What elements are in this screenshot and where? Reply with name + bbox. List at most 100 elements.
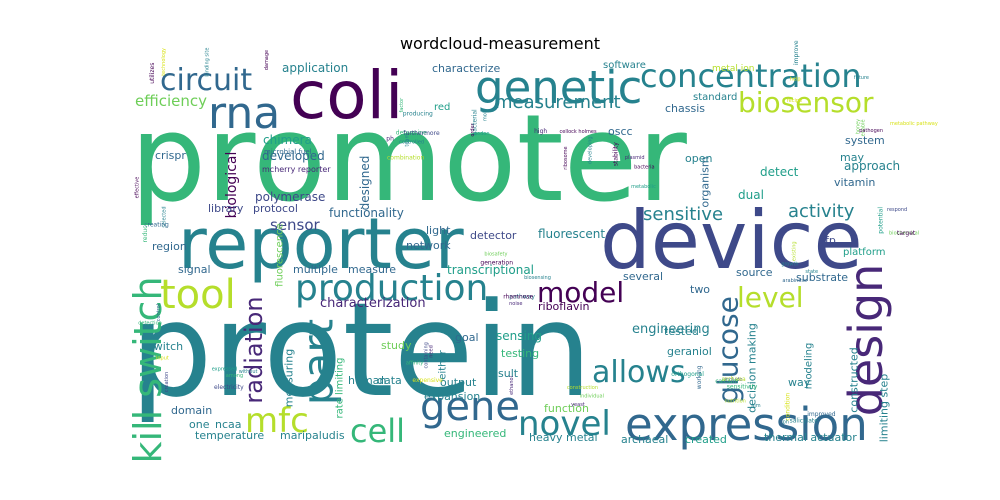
word-49: developed	[262, 149, 325, 163]
small-word-15: sensitivity	[727, 384, 758, 391]
small-word-23: ph	[386, 136, 394, 143]
word-0: promoter	[130, 90, 687, 229]
word-46: application	[282, 61, 348, 75]
word-54: switch	[148, 340, 183, 353]
small-word-56: nutrition	[725, 399, 746, 405]
word-88: several	[623, 270, 663, 283]
word-52: region	[152, 240, 187, 253]
word-60: platform	[843, 247, 886, 258]
small-word-10: selected	[161, 206, 167, 227]
small-word-72: expressed	[212, 366, 238, 372]
small-word-49: growth	[781, 262, 798, 268]
word-71: function	[544, 402, 589, 415]
word-69: output	[440, 376, 477, 389]
word-42: detect	[760, 165, 799, 179]
word-57: gfp	[818, 234, 836, 247]
word-81: one	[189, 418, 210, 431]
word-33: fluorescent	[538, 227, 605, 241]
word-82: data	[377, 374, 402, 387]
small-word-7: enable	[860, 119, 866, 136]
small-word-59: rhamnose	[503, 294, 533, 301]
small-word-30: effective	[134, 177, 140, 199]
word-56: human	[348, 374, 386, 387]
small-word-4: high	[534, 128, 547, 135]
small-word-75: orthogonal	[671, 371, 704, 378]
word-91: detector	[470, 229, 517, 242]
word-103: red	[434, 102, 450, 113]
small-word-12: without	[239, 369, 258, 375]
word-75: created	[685, 433, 727, 446]
word-10: production	[295, 268, 488, 309]
small-word-40: technology	[161, 48, 167, 76]
word-14: kill switch	[126, 276, 170, 463]
small-word-11: detection	[138, 320, 162, 326]
word-30: characterization	[320, 296, 426, 311]
small-word-18: generation	[480, 259, 513, 266]
word-67: way	[788, 376, 811, 389]
word-77: temperature	[195, 429, 264, 442]
small-word-14: construction	[567, 385, 598, 391]
word-106: microbial fuel	[264, 148, 312, 156]
word-87: two	[690, 283, 710, 296]
small-word-19: pathway	[509, 294, 535, 301]
small-word-27: honey	[855, 119, 861, 134]
word-19: mfc	[245, 401, 309, 441]
small-word-70: reduce	[142, 221, 149, 242]
word-39: designed	[358, 156, 372, 211]
small-word-47: pathogen	[859, 128, 883, 134]
word-68: result	[487, 367, 519, 380]
small-word-45: stability	[613, 142, 620, 166]
small-word-65: bacteria	[634, 164, 655, 170]
word-16: biosensor	[738, 86, 874, 119]
small-word-31: input	[156, 356, 169, 362]
small-word-51: creation	[164, 372, 170, 392]
word-11: tool	[160, 272, 236, 318]
small-word-26: improve	[793, 40, 800, 65]
small-word-54: yeast	[571, 402, 585, 408]
word-36: library	[208, 202, 244, 215]
word-104: metal ion	[712, 64, 754, 74]
word-9: design	[839, 264, 893, 417]
word-47: characterize	[432, 62, 501, 75]
chart-title: wordcloud-measurement	[399, 34, 601, 53]
word-5: expression	[625, 398, 868, 451]
word-99: vitamin	[834, 176, 875, 189]
small-word-66: help	[790, 76, 801, 82]
small-word-41: factor	[399, 97, 405, 113]
word-98: may	[840, 151, 864, 164]
small-word-5: metabolic	[631, 184, 656, 190]
small-word-46: recipe	[787, 98, 802, 104]
small-word-17: condition	[785, 393, 792, 421]
small-word-44: developing	[588, 136, 594, 164]
word-76: thermal actuator	[764, 431, 857, 444]
small-word-33: expensive	[412, 377, 443, 384]
word-53: signal	[178, 263, 211, 276]
small-word-3: controlled	[399, 139, 424, 145]
word-72: engineered	[444, 427, 506, 440]
word-40: system	[845, 134, 885, 147]
word-65: constructed	[848, 347, 861, 412]
word-55: measuring	[283, 349, 296, 407]
small-word-38: biosensing	[524, 275, 551, 281]
word-15: circuit	[160, 63, 252, 98]
small-word-25: plasmid	[625, 155, 645, 161]
word-45: chassis	[665, 102, 705, 115]
small-word-0: binding site	[205, 48, 211, 77]
word-44: organism	[699, 156, 712, 207]
word-84: testing	[501, 347, 539, 360]
word-37: protocol	[253, 202, 298, 215]
word-58: source	[736, 266, 773, 279]
word-2: device	[600, 194, 863, 287]
word-80: ncaa	[215, 418, 242, 431]
small-word-36: calcium	[715, 378, 738, 385]
word-7: concentration	[640, 57, 862, 95]
small-word-52: electricity	[214, 384, 244, 391]
small-word-67: metabolic pathway	[890, 121, 938, 127]
small-word-74: ethanol	[509, 376, 515, 395]
word-96: oscc	[608, 125, 633, 138]
word-6: genetic	[475, 61, 642, 114]
word-24: radiation	[240, 296, 268, 403]
small-word-58: biosafety	[484, 252, 507, 258]
word-1: protein	[130, 274, 592, 426]
word-95: standard	[693, 92, 737, 103]
